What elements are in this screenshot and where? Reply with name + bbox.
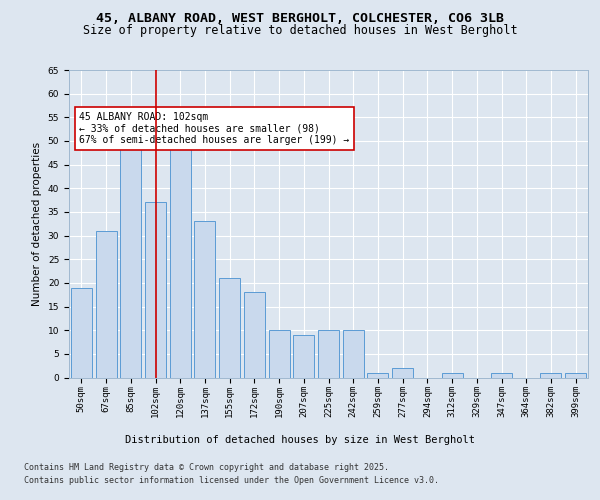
Bar	[491, 373, 512, 378]
Bar	[71, 288, 92, 378]
Text: 45 ALBANY ROAD: 102sqm
← 33% of detached houses are smaller (98)
67% of semi-det: 45 ALBANY ROAD: 102sqm ← 33% of detached…	[79, 112, 350, 144]
Bar	[120, 132, 141, 378]
Text: Contains public sector information licensed under the Open Government Licence v3: Contains public sector information licen…	[24, 476, 439, 485]
Bar	[145, 202, 166, 378]
Bar	[293, 335, 314, 378]
Bar	[541, 373, 562, 378]
Bar	[392, 368, 413, 378]
Text: Distribution of detached houses by size in West Bergholt: Distribution of detached houses by size …	[125, 435, 475, 445]
Bar	[343, 330, 364, 378]
Bar	[269, 330, 290, 378]
Bar	[244, 292, 265, 378]
Bar	[194, 222, 215, 378]
Bar	[318, 330, 339, 378]
Bar	[219, 278, 240, 378]
Y-axis label: Number of detached properties: Number of detached properties	[32, 142, 42, 306]
Text: Size of property relative to detached houses in West Bergholt: Size of property relative to detached ho…	[83, 24, 517, 37]
Text: Contains HM Land Registry data © Crown copyright and database right 2025.: Contains HM Land Registry data © Crown c…	[24, 464, 389, 472]
Bar	[565, 373, 586, 378]
Text: 45, ALBANY ROAD, WEST BERGHOLT, COLCHESTER, CO6 3LB: 45, ALBANY ROAD, WEST BERGHOLT, COLCHEST…	[96, 12, 504, 26]
Bar	[170, 141, 191, 378]
Bar	[442, 373, 463, 378]
Bar	[95, 231, 116, 378]
Bar	[367, 373, 388, 378]
